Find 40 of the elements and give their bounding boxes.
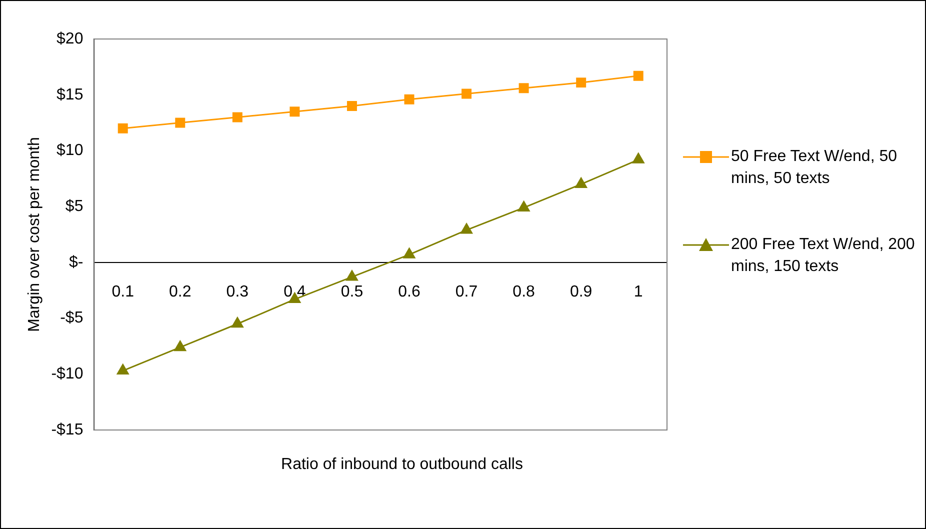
x-tick-label: 0.3 [226, 283, 249, 300]
point [175, 118, 186, 128]
point [174, 340, 186, 352]
y-tick-label: $10 [56, 142, 84, 160]
x-tick-label: 0.1 [112, 283, 134, 300]
point [232, 112, 242, 122]
x-tick-label: 1 [634, 283, 643, 300]
x-tick-label: 0.7 [455, 283, 478, 300]
y-tick-label: $15 [56, 86, 84, 104]
point [346, 270, 358, 281]
point [290, 106, 300, 117]
point [632, 152, 644, 164]
point [403, 248, 416, 258]
x-tick-label: 0.9 [570, 283, 592, 300]
point [576, 78, 586, 88]
legend-label: 50 Free Text W/end, 50 mins, 50 texts [731, 147, 898, 189]
point [518, 83, 529, 94]
point [460, 223, 472, 234]
y-tick-label: $- [68, 254, 84, 271]
point [346, 101, 357, 112]
x-tick-label: 0.6 [398, 283, 420, 300]
x-tick-label: 0.8 [512, 283, 536, 300]
y-tick-label: -$5 [60, 310, 84, 327]
point [231, 317, 244, 328]
y-tick-label: $5 [65, 198, 84, 215]
y-tick-label: -$10 [51, 366, 84, 383]
point [633, 70, 644, 81]
point [575, 177, 588, 188]
point [116, 364, 129, 375]
point [462, 88, 472, 99]
y-tick-label: -$15 [51, 421, 84, 438]
x-axis-title: Ratio of inbound to outbound calls [280, 456, 524, 474]
x-tick-label: 0.2 [169, 283, 192, 300]
legend-label: 200 Free Text W/end, 200 mins, 150 texts [731, 235, 916, 277]
point [404, 94, 414, 104]
point [518, 200, 530, 212]
y-axis-title: Margin over cost per month [26, 137, 44, 332]
x-tick-label: 0.5 [340, 283, 364, 300]
point [118, 123, 128, 134]
y-tick-label: $20 [56, 30, 84, 48]
